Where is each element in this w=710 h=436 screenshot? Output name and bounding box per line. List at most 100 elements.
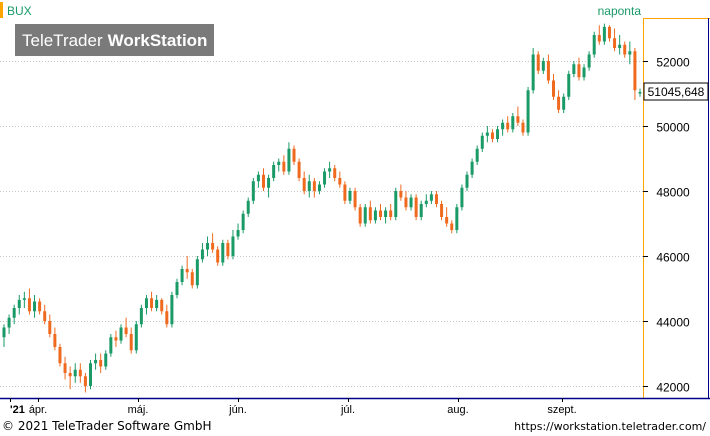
candle-body xyxy=(496,129,500,139)
candle xyxy=(17,295,21,315)
y-axis-ticks: 52000 50000 48000 46000 44000 42000 xyxy=(643,56,690,395)
candle xyxy=(109,334,113,357)
candle xyxy=(567,70,571,100)
candle xyxy=(99,353,103,373)
candle xyxy=(170,291,174,328)
candle xyxy=(307,174,311,198)
candle-body xyxy=(246,200,250,214)
candle-body xyxy=(562,96,566,110)
candle xyxy=(343,181,347,204)
candle xyxy=(38,298,42,315)
candle xyxy=(73,363,77,383)
candle-body xyxy=(139,308,143,325)
candle xyxy=(302,171,306,195)
candle-body xyxy=(12,308,16,318)
candle-body xyxy=(175,282,179,295)
candle xyxy=(470,158,474,178)
candle xyxy=(206,236,210,256)
candle xyxy=(155,295,159,312)
candle xyxy=(623,41,627,58)
candle-body xyxy=(17,299,21,308)
candle-body xyxy=(394,191,398,217)
candle-body xyxy=(501,122,505,130)
candle-body xyxy=(211,243,215,250)
candle-body xyxy=(465,174,469,188)
candle-body xyxy=(38,301,42,312)
candle-body xyxy=(109,337,113,354)
candle xyxy=(165,304,169,328)
candle-body xyxy=(455,207,459,230)
candle-body xyxy=(373,210,377,221)
candle xyxy=(58,343,62,367)
candle-body xyxy=(53,334,57,347)
candle-body xyxy=(195,259,199,286)
candle xyxy=(582,64,586,81)
candle-body xyxy=(312,181,316,191)
candle-body xyxy=(272,165,276,178)
candle xyxy=(379,204,383,221)
candle-body xyxy=(409,197,413,208)
candle-body xyxy=(602,26,606,42)
candle-body xyxy=(480,135,484,149)
candle xyxy=(287,142,291,175)
candle xyxy=(419,200,423,221)
x-tick-label: szept. xyxy=(547,404,576,416)
candle-body xyxy=(277,161,281,165)
candle-body xyxy=(282,161,286,172)
x-axis-ticks: '21 ápr. máj. jún. júl. aug. szept. xyxy=(10,398,577,416)
candle-body xyxy=(144,298,148,308)
candle xyxy=(409,194,413,211)
candle xyxy=(414,194,418,221)
y-tick-label-42000: 42000 xyxy=(656,381,690,395)
candle-body xyxy=(33,301,37,312)
candle xyxy=(43,304,47,325)
candle xyxy=(546,54,550,84)
candle-body xyxy=(358,207,362,224)
candle-body xyxy=(63,363,67,373)
candle xyxy=(33,295,37,318)
candle xyxy=(531,48,535,94)
candle xyxy=(277,158,281,172)
candle xyxy=(338,171,342,188)
candle-body xyxy=(88,363,92,386)
candle-body xyxy=(552,80,556,97)
candle xyxy=(180,265,184,286)
candle xyxy=(348,187,352,204)
candle-body xyxy=(231,236,235,256)
candle xyxy=(216,246,220,266)
interval-label[interactable]: naponta xyxy=(598,4,642,18)
candle-body xyxy=(114,337,118,341)
candle xyxy=(256,171,260,188)
x-tick-label: máj. xyxy=(128,404,149,416)
candle-body xyxy=(577,64,581,78)
symbol-label[interactable]: BUX xyxy=(7,4,32,18)
candle xyxy=(12,304,16,325)
candle-body xyxy=(104,353,108,367)
candle xyxy=(282,155,286,175)
source-url[interactable]: https://workstation.teletrader.com/ xyxy=(514,420,706,433)
candle-body xyxy=(160,299,164,312)
candle-body xyxy=(134,324,138,351)
candle xyxy=(445,207,449,227)
candle-body xyxy=(68,373,72,377)
candle xyxy=(384,207,388,224)
candle-body xyxy=(607,26,611,39)
candle xyxy=(328,161,332,178)
candle-body xyxy=(597,35,601,42)
candle xyxy=(368,200,372,224)
candle-body xyxy=(58,347,62,364)
candle-body xyxy=(572,64,576,74)
candle xyxy=(129,327,133,354)
watermark-product: WorkStation xyxy=(108,31,208,50)
y-tick-label-52000: 52000 xyxy=(656,56,690,70)
candle xyxy=(424,194,428,208)
candle-body xyxy=(445,217,449,224)
candle xyxy=(190,269,194,289)
candle-body xyxy=(531,54,535,91)
candle xyxy=(261,168,265,191)
candle-body xyxy=(328,168,332,172)
candle xyxy=(195,256,199,289)
candle-body xyxy=(546,61,550,81)
candle-body xyxy=(440,204,444,217)
y-tick-label-46000: 46000 xyxy=(656,251,690,265)
